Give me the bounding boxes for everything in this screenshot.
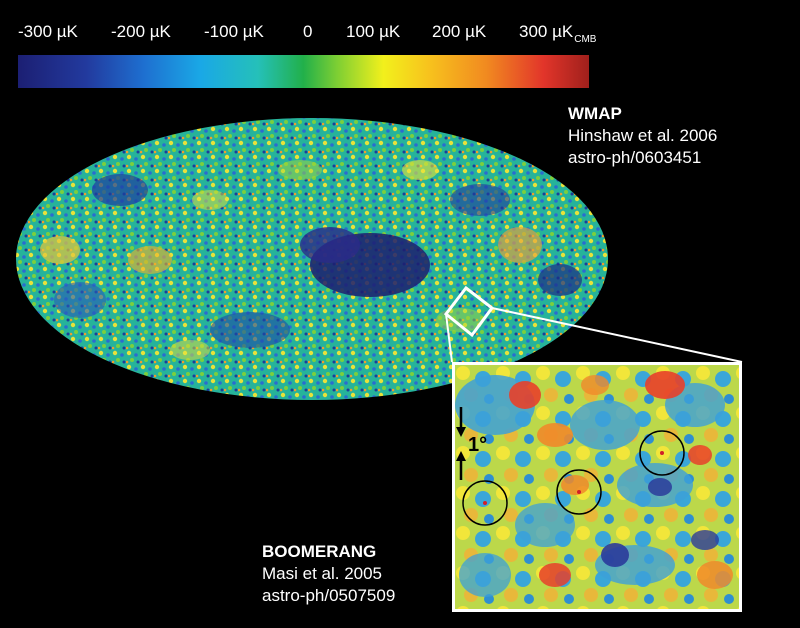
wmap-caption: WMAP Hinshaw et al. 2006 astro-ph/060345…: [568, 103, 717, 169]
scale-label-1deg: 1°: [468, 434, 487, 456]
colorbar-label-neg100: -100 µK: [204, 22, 264, 41]
inset-circle-2: [556, 469, 602, 515]
boomerang-arxiv: astro-ph/0507509: [262, 586, 396, 605]
colorbar-label-100: 100 µK: [346, 22, 401, 41]
boomerang-reference: Masi et al. 2005: [262, 564, 383, 583]
inset-circle-1: [462, 480, 508, 526]
wmap-arxiv: astro-ph/0603451: [568, 148, 702, 167]
boomerang-map: 1°: [455, 365, 739, 609]
connector-line-right: [491, 307, 743, 363]
boomerang-patch-marker: [443, 285, 495, 338]
boomerang-inset-map: 1°: [452, 362, 742, 612]
colorbar-label-200: 200 µK: [432, 22, 487, 41]
boomerang-title: BOOMERANG: [262, 542, 377, 561]
colorbar-label-zero: 0: [303, 22, 313, 41]
connector-line-left: [445, 313, 453, 363]
colorbar-label-300: 300 µKCMB: [519, 22, 597, 45]
colorbar-label-neg200: -200 µK: [111, 22, 171, 41]
boomerang-caption: BOOMERANG Masi et al. 2005 astro-ph/0507…: [262, 541, 395, 607]
colorbar-unit-subscript: CMB: [574, 34, 597, 45]
colorbar-label-neg300: -300 µK: [18, 22, 78, 41]
inset-circle-3: [639, 430, 685, 476]
scale-arrows: [456, 407, 466, 480]
colorbar: [18, 55, 589, 88]
wmap-reference: Hinshaw et al. 2006: [568, 126, 718, 145]
wmap-title: WMAP: [568, 104, 622, 123]
